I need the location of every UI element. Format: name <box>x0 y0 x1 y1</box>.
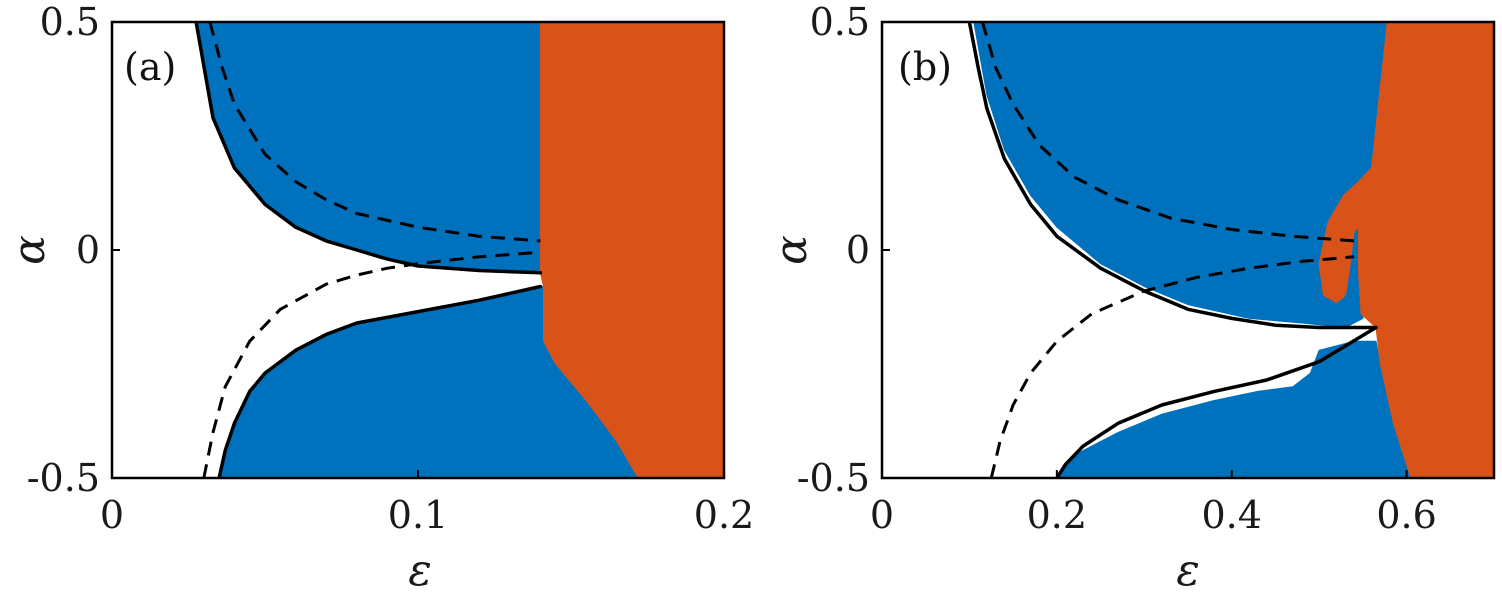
x-tick-label-b-3: 0.6 <box>1376 493 1436 537</box>
curve-solid-a-1 <box>217 284 543 478</box>
x-tick-label-b-0: 0 <box>870 493 894 537</box>
ticks-a: 0 0.1 0.2-0.500.5 <box>27 0 755 537</box>
x-axis-label-b: ε <box>1176 545 1200 596</box>
curve-dashed-b-3 <box>989 255 1355 478</box>
y-tick-label-a-1: 0 <box>76 228 100 272</box>
curve-solid-b-0 <box>967 22 1378 330</box>
ticks-b: 0 0.2 0.4 0.6-0.500.5 <box>797 0 1437 537</box>
x-tick-label-b-2: 0.4 <box>1201 493 1261 537</box>
region-orange-a-2 <box>539 22 724 478</box>
region-blue-b-1 <box>1056 340 1412 478</box>
y-tick-label-a-0: -0.5 <box>27 456 100 500</box>
y-axis-label-b: α <box>766 235 817 265</box>
regions-a <box>195 22 724 478</box>
curve-solid-a-0 <box>194 22 543 275</box>
regions-b <box>973 22 1494 478</box>
y-tick-label-a-2: 0.5 <box>40 0 100 44</box>
panel-b: 0 0.2 0.4 0.6-0.500.5 (b) ε α <box>766 0 1496 596</box>
x-tick-label-b-1: 0.2 <box>1027 493 1087 537</box>
x-tick-label-a-0: 0 <box>100 493 124 537</box>
curve-solid-b-1 <box>1055 325 1378 478</box>
curve-dashed-a-3 <box>202 250 541 478</box>
y-tick-label-b-0: -0.5 <box>797 456 870 500</box>
x-tick-label-a-1: 0.1 <box>388 493 448 537</box>
curve-dashed-b-2 <box>981 22 1355 243</box>
y-tick-label-b-1: 0 <box>846 228 870 272</box>
panel-a: 0 0.1 0.2-0.500.5 (a) ε α <box>4 0 754 596</box>
region-orange-b-2 <box>1318 22 1494 478</box>
curves-a <box>194 22 543 478</box>
y-axis-label-a: α <box>4 235 55 265</box>
curves-b <box>967 22 1378 478</box>
region-blue-a-0 <box>195 22 541 274</box>
y-tick-label-b-2: 0.5 <box>810 0 870 44</box>
x-tick-label-a-2: 0.2 <box>694 493 754 537</box>
x-axis-label-a: ε <box>408 545 432 596</box>
curve-dashed-a-2 <box>208 22 541 243</box>
panel-label-a: (a) <box>124 45 176 89</box>
panel-label-b: (b) <box>898 45 952 89</box>
